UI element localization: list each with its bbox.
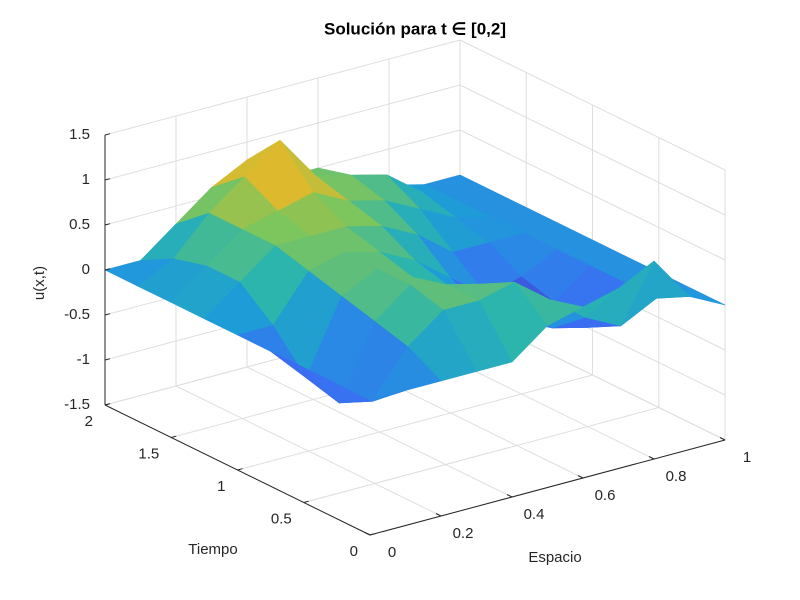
surface: [104, 140, 726, 404]
axes: 0 0.2 0.4 0.6 0.8 1 0 0.5 1 1.5 2-1.5 -1 -0.5 0 0.5 1 1.…: [64, 126, 751, 561]
tick-mark: [104, 178, 111, 181]
tick-mark: [303, 500, 309, 503]
z-tick-label: 1.5: [69, 126, 90, 143]
z-tick-label: -1: [77, 351, 90, 368]
z-tick-label: 0: [82, 261, 90, 278]
grid-line: [104, 39, 461, 136]
x-tick-label: 0.2: [453, 525, 474, 542]
tick-mark: [104, 223, 111, 226]
surface-patch: [336, 383, 406, 402]
y-axis-label: Tiempo: [188, 541, 237, 558]
grid-line: [237, 374, 593, 471]
x-tick-label: 0.8: [666, 468, 687, 485]
y-tick-label: 0: [350, 543, 358, 560]
grid-line: [459, 84, 726, 216]
tick-mark: [104, 268, 111, 271]
y-tick-label: 0.5: [271, 510, 292, 527]
x-axis-line: [369, 439, 726, 536]
y-tick-label: 1: [217, 478, 225, 495]
x-axis-label: Espacio: [528, 549, 581, 566]
tick-mark: [237, 468, 243, 471]
x-tick-label: 1: [743, 449, 751, 466]
z-axis-label: u(x,t): [31, 266, 48, 300]
z-tick-label: -1.5: [64, 396, 90, 413]
grid-line: [459, 39, 726, 171]
tick-mark: [506, 494, 513, 498]
tick-mark: [104, 133, 111, 136]
grid-line: [459, 129, 726, 261]
z-tick-label: 1: [82, 171, 90, 188]
x-tick-label: 0: [388, 544, 396, 561]
grid-line: [104, 84, 461, 181]
tick-mark: [435, 513, 442, 517]
tick-mark: [719, 437, 726, 441]
x-tick-label: 0.4: [524, 506, 545, 523]
y-tick-label: 1.5: [138, 445, 159, 462]
tick-mark: [364, 532, 371, 536]
tick-mark: [171, 435, 177, 438]
tick-mark: [104, 403, 111, 406]
tick-mark: [648, 456, 655, 460]
tick-mark: [104, 313, 111, 316]
tick-mark: [369, 533, 376, 536]
tick-mark: [577, 475, 584, 479]
chart-title: Solución para t ∈ [0,2]: [324, 19, 506, 38]
z-tick-label: 0.5: [69, 216, 90, 233]
z-tick-label: -0.5: [64, 306, 90, 323]
grid-line: [303, 407, 659, 503]
y-tick-label: 2: [85, 413, 93, 430]
tick-mark: [104, 358, 111, 361]
x-tick-label: 0.6: [595, 487, 616, 504]
